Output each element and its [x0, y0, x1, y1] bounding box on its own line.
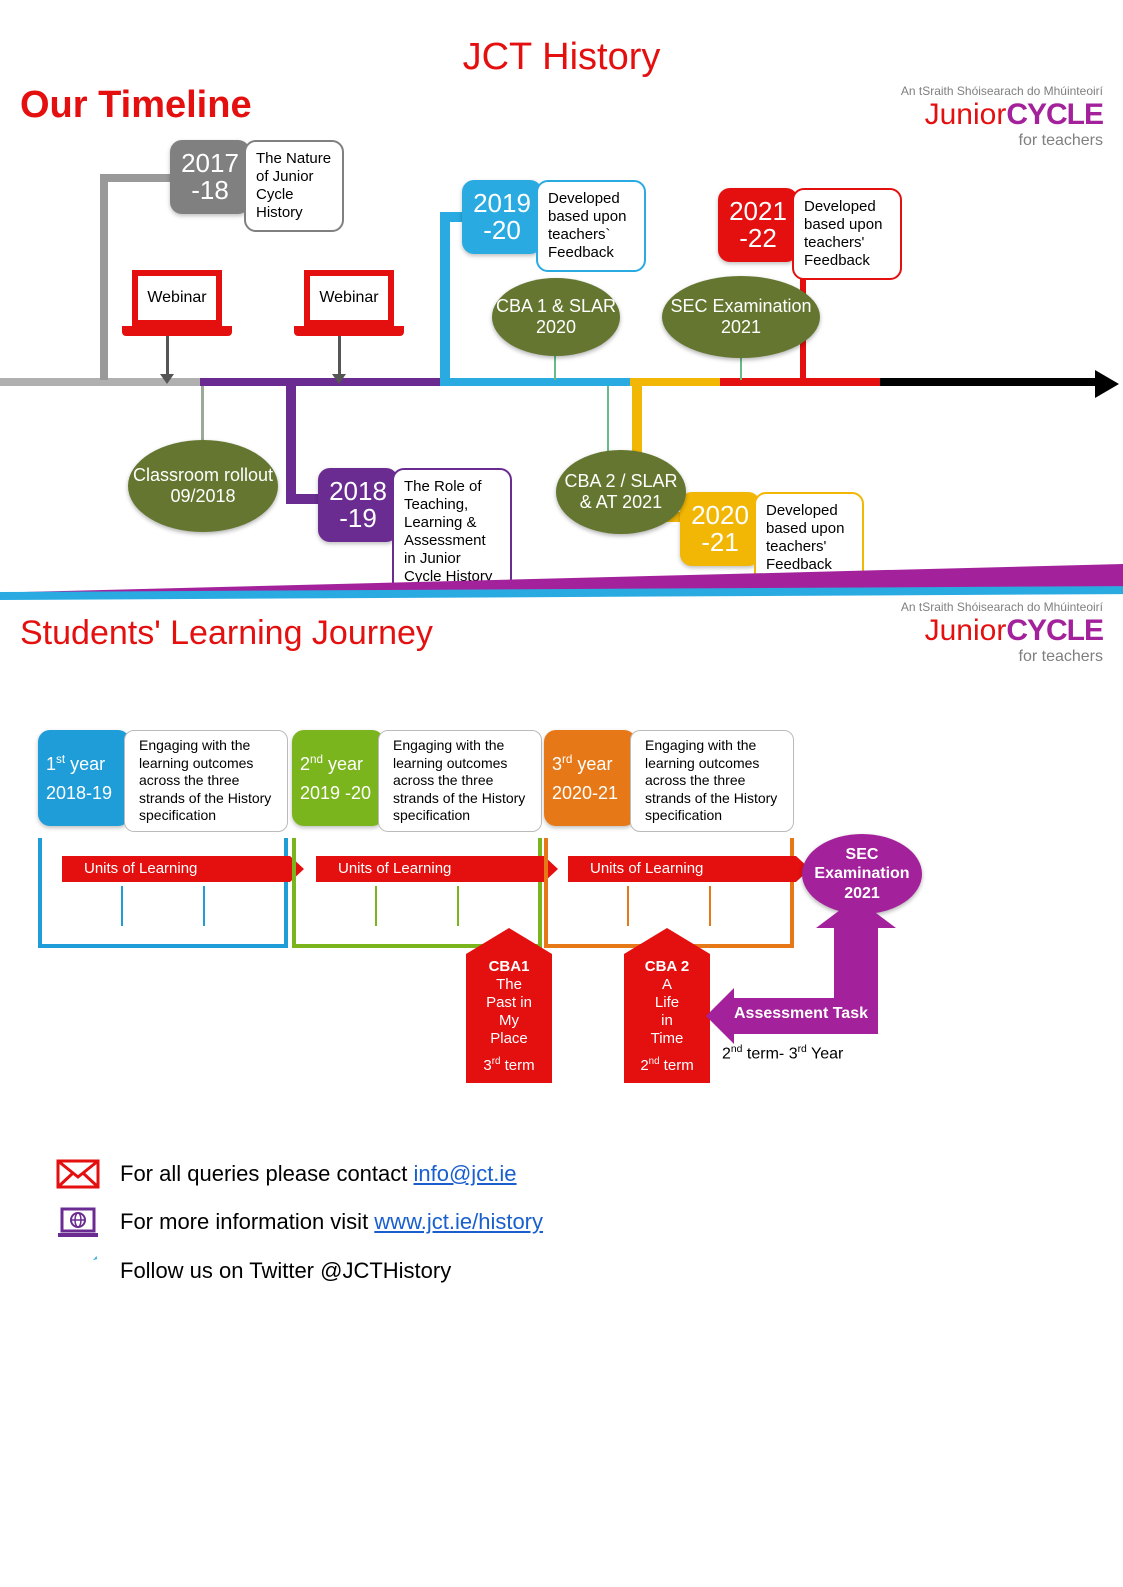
- connector: [286, 494, 322, 504]
- lane-2018-19: 1st year2018-19Engaging with the learnin…: [38, 730, 288, 948]
- connector: [607, 386, 609, 454]
- footer-wedge: [0, 564, 1123, 600]
- lane-year: 3rd year2020-21: [544, 730, 636, 826]
- oval-sec: SEC Examination 2021: [662, 276, 820, 358]
- connector: [100, 174, 174, 182]
- webinar-icon: Webinar: [294, 270, 404, 336]
- arrow-left-icon: [706, 988, 734, 1044]
- cba-body: CBA1ThePast inMyPlace3rd term: [466, 954, 552, 1083]
- year-badge: 2017-18: [170, 140, 250, 214]
- assessment-task-arrow: Assessment Task 2nd term- 3rd Year: [712, 910, 972, 1080]
- logo-tagline: An tSraith Shóisearach do Mhúinteoirí: [901, 600, 1103, 614]
- arrow-down-icon: [160, 374, 174, 384]
- learning-journey-panel: Students' Learning Journey An tSraith Sh…: [0, 600, 1123, 1120]
- mail-icon: [56, 1158, 100, 1190]
- contact-web-link[interactable]: www.jct.ie/history: [374, 1209, 543, 1234]
- lane-year: 2nd year2019 -20: [292, 730, 384, 826]
- connector: [201, 386, 204, 446]
- contact-email-text: For all queries please contact: [120, 1161, 414, 1186]
- connector: [440, 212, 450, 380]
- connector: [338, 336, 341, 378]
- page-title: JCT History: [0, 36, 1123, 79]
- connector: [286, 386, 296, 502]
- contact-twitter-row: Follow us on Twitter @JCTHistory: [56, 1247, 1067, 1295]
- twitter-icon: [56, 1255, 100, 1287]
- contact-web-text: For more information visit: [120, 1209, 374, 1234]
- cba-arrow: CBA1ThePast inMyPlace3rd term: [466, 928, 552, 1083]
- year-desc: Developed based upon teachers` Feedback: [536, 180, 646, 272]
- webinar-label: Webinar: [304, 270, 394, 326]
- units-of-learning: Units of Learning: [62, 856, 290, 882]
- connector: [740, 356, 742, 380]
- axis-segment: [200, 378, 440, 386]
- logo-main: JuniorCYCLE: [901, 614, 1103, 648]
- lane-desc: Engaging with the learning outcomes acro…: [124, 730, 288, 832]
- logo-main: JuniorCYCLE: [901, 98, 1103, 132]
- oval-cba1: CBA 1 & SLAR 2020: [492, 278, 620, 356]
- oval-cba2: CBA 2 / SLAR & AT 2021: [556, 450, 686, 534]
- year-badge: 2018-19: [318, 468, 398, 542]
- logo-tagline: An tSraith Shóisearach do Mhúinteoirí: [901, 84, 1103, 98]
- jct-logo: An tSraith Shóisearach do Mhúinteoirí Ju…: [901, 600, 1103, 666]
- assessment-task-label: Assessment Task: [734, 1005, 868, 1023]
- axis-segment: [880, 378, 1100, 386]
- section-title: Students' Learning Journey: [20, 614, 433, 653]
- year-y21: 2021-22Developed based upon teachers' Fe…: [718, 188, 902, 280]
- oval-classroom: Classroom rollout 09/2018: [128, 440, 278, 532]
- logo-subtitle: for teachers: [901, 648, 1103, 666]
- cba-arrow: CBA 2ALifeinTime2nd term: [624, 928, 710, 1083]
- arrow-up-icon: [624, 928, 710, 954]
- contact-footer: For all queries please contact info@jct.…: [0, 1120, 1123, 1325]
- contact-email-link[interactable]: info@jct.ie: [414, 1161, 517, 1186]
- arrow-up-icon: [466, 928, 552, 954]
- lane-desc: Engaging with the learning outcomes acro…: [378, 730, 542, 832]
- year-badge: 2021-22: [718, 188, 798, 262]
- units-of-learning: Units of Learning: [568, 856, 796, 882]
- year-badge: 2020-21: [680, 492, 760, 566]
- cba-body: CBA 2ALifeinTime2nd term: [624, 954, 710, 1083]
- lane-track: Units of Learning: [38, 838, 288, 948]
- units-of-learning: Units of Learning: [316, 856, 544, 882]
- arrow-down-icon: [332, 374, 346, 384]
- webinar-icon: Webinar: [122, 270, 232, 336]
- contact-web-row: For more information visit www.jct.ie/hi…: [56, 1198, 1067, 1246]
- contact-twitter-text: Follow us on Twitter @JCTHistory: [120, 1247, 451, 1295]
- year-badge: 2019-20: [462, 180, 542, 254]
- lane-desc: Engaging with the learning outcomes acro…: [630, 730, 794, 832]
- connector: [166, 336, 169, 378]
- connector: [554, 354, 556, 380]
- year-desc: Developed based upon teachers' Feedback: [792, 188, 902, 280]
- year-y19: 2019-20Developed based upon teachers` Fe…: [462, 180, 646, 272]
- section-title: Our Timeline: [20, 84, 252, 127]
- webinar-label: Webinar: [132, 270, 222, 326]
- lane-2019 -20: 2nd year2019 -20Engaging with the learni…: [292, 730, 542, 948]
- year-desc: The Nature of Junior Cycle History: [244, 140, 344, 232]
- lane-ticks: [42, 886, 284, 936]
- jct-logo: An tSraith Shóisearach do Mhúinteoirí Ju…: [901, 84, 1103, 150]
- logo-subtitle: for teachers: [901, 132, 1103, 150]
- connector: [100, 174, 108, 380]
- axis-segment: [440, 378, 630, 386]
- year-y17: 2017-18The Nature of Junior Cycle Histor…: [170, 140, 344, 232]
- arrow-up-icon: [816, 898, 896, 928]
- website-icon: [56, 1207, 100, 1239]
- axis-segment: [630, 378, 720, 386]
- contact-email-row: For all queries please contact info@jct.…: [56, 1150, 1067, 1198]
- lane-year: 1st year2018-19: [38, 730, 130, 826]
- timeline-panel: JCT History Our Timeline An tSraith Shói…: [0, 0, 1123, 600]
- assessment-task-term: 2nd term- 3rd Year: [722, 1044, 843, 1063]
